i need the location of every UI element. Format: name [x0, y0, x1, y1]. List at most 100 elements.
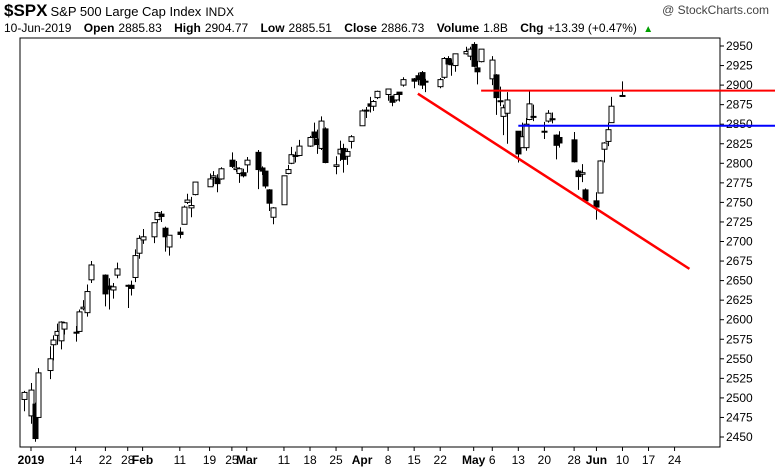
candle-up [385, 88, 392, 95]
candle-up [478, 48, 485, 63]
candle-up [76, 311, 83, 332]
y-tick-label: 2825 [726, 137, 753, 151]
chart-title-row: $SPX S&P 500 Large Cap Index INDX [4, 1, 234, 21]
candle-down [255, 151, 262, 171]
y-tick-label: 2950 [726, 39, 753, 53]
y-tick-label: 2500 [726, 391, 753, 405]
candle-down [556, 136, 563, 144]
candle-up [184, 199, 191, 203]
candle-up [333, 164, 340, 167]
y-tick-label: 2650 [726, 274, 753, 288]
candle-up [285, 169, 292, 174]
candle-down [419, 72, 426, 86]
x-tick-label: 2019 [18, 453, 45, 467]
high-label: High [174, 21, 201, 35]
volume-value: 1.8B [483, 21, 508, 35]
candle-down [292, 154, 299, 157]
ticker-symbol: $SPX [4, 1, 48, 20]
y-tick-label: 2775 [726, 176, 753, 190]
candle-up [244, 159, 251, 166]
y-tick-label: 2700 [726, 235, 753, 249]
exchange-label: INDX [205, 5, 234, 19]
candle-up [597, 160, 604, 194]
candle-up [344, 151, 351, 157]
candle-down [214, 177, 221, 185]
candle-up [114, 268, 121, 276]
y-tick-label: 2600 [726, 313, 753, 327]
candle-down [158, 213, 165, 217]
candle-up [549, 118, 556, 121]
quote-summary-row: 10-Jun-2019 Open 2885.83 High 2904.77 Low 2… [4, 21, 653, 35]
candle-up [374, 90, 381, 99]
candle-down [582, 189, 589, 202]
candle-down [102, 274, 109, 295]
candle-up [393, 93, 400, 101]
candle-up [84, 291, 91, 314]
quote-date: 10-Jun-2019 [4, 21, 72, 35]
candle-up [151, 222, 158, 238]
candle-down [262, 170, 269, 187]
candle-up [530, 115, 537, 118]
candle-up [207, 178, 214, 188]
y-tick-label: 2800 [726, 156, 753, 170]
close-value: 2886.73 [380, 21, 425, 35]
candle-up [210, 175, 217, 178]
candle-up [523, 123, 530, 149]
y-tick-label: 2850 [726, 117, 753, 131]
candle-up [437, 79, 444, 88]
y-tick-label: 2550 [726, 352, 753, 366]
candle-up [608, 105, 615, 124]
x-tick-label: 22 [99, 453, 113, 467]
candle-up [21, 391, 28, 400]
plot-frame [19, 37, 721, 448]
volume-label: Volume [436, 21, 480, 35]
x-tick-label: 8 [385, 453, 392, 467]
y-tick-label: 2625 [726, 293, 753, 307]
low-label: Low [260, 21, 285, 35]
candle-down [73, 331, 80, 334]
candle-down [396, 91, 403, 95]
candle-up [400, 79, 407, 86]
open-value: 2885.83 [118, 21, 162, 35]
change-label: Chg [520, 21, 544, 35]
candle-down [322, 128, 329, 164]
x-tick-label: 11 [174, 453, 187, 467]
candle-down [128, 284, 135, 289]
candle-up [422, 80, 429, 83]
candle-down [229, 159, 236, 167]
candle-up [188, 205, 195, 209]
candle-up [110, 286, 117, 291]
x-tick-label: Apr [352, 453, 373, 467]
change-value: +13.39 (+0.47%) [547, 21, 637, 35]
x-tick-label: 28 [121, 453, 135, 467]
candle-up [452, 53, 459, 67]
x-tick-label: 10 [616, 453, 630, 467]
candle-up [370, 101, 377, 107]
y-tick-label: 2725 [726, 215, 753, 229]
candle-up [236, 168, 243, 174]
candle-down [177, 231, 184, 235]
x-tick-label: May [462, 453, 486, 467]
x-tick-label: 18 [303, 453, 317, 467]
candle-up [218, 168, 225, 180]
candle-down [311, 131, 318, 138]
candle-up [61, 322, 68, 330]
x-tick-label: 24 [668, 453, 682, 467]
x-tick-label: 28 [567, 453, 581, 467]
candle-up [281, 175, 288, 206]
x-tick-label: 13 [512, 453, 526, 467]
candle-up [359, 110, 366, 127]
candle-up [307, 136, 314, 147]
descending-trendline [417, 92, 691, 270]
close-label: Close [344, 21, 377, 35]
y-tick-label: 2575 [726, 332, 753, 346]
candle-up [545, 112, 552, 122]
candle-down [474, 67, 481, 73]
x-tick-label: 25 [329, 453, 343, 467]
high-value: 2904.77 [204, 21, 249, 35]
y-tick-label: 2475 [726, 410, 753, 424]
x-tick-label: Mar [236, 453, 258, 467]
y-tick-label: 2900 [726, 78, 753, 92]
x-tick-label: 20 [538, 453, 552, 467]
candle-up [497, 100, 504, 103]
